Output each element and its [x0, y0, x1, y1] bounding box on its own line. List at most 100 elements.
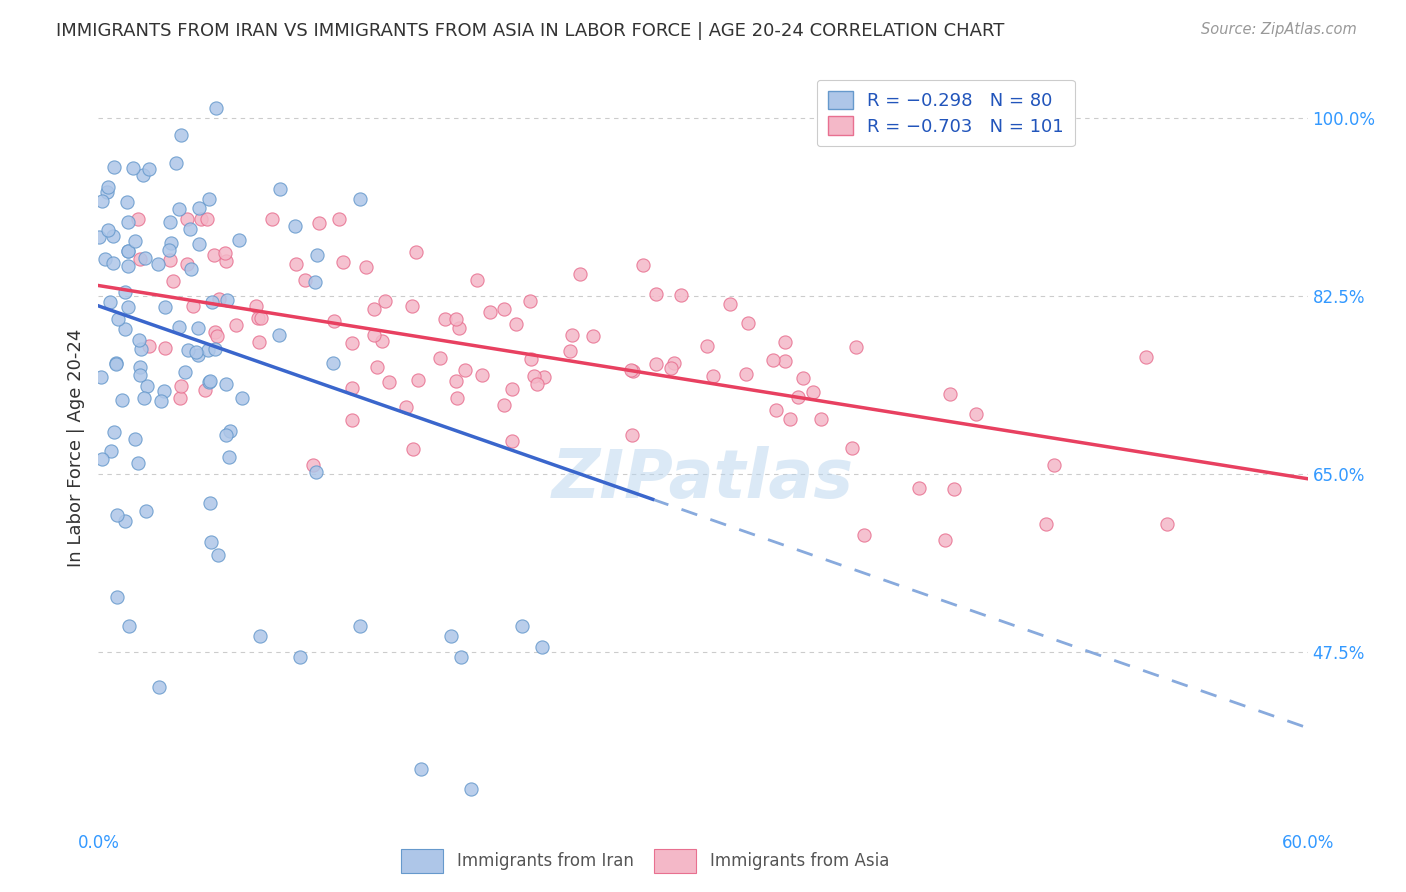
Point	[107, 311, 129, 326]
Point	[114, 285, 136, 300]
Point	[138, 161, 160, 176]
Point	[492, 398, 515, 412]
Point	[205, 101, 228, 115]
Point	[167, 319, 190, 334]
Point	[446, 374, 468, 388]
Point	[117, 215, 139, 229]
Point	[132, 392, 155, 406]
Point	[159, 253, 181, 268]
Point	[356, 260, 378, 274]
Point	[187, 347, 209, 361]
Point	[501, 383, 523, 397]
Point	[294, 273, 316, 287]
Point	[267, 327, 290, 342]
Point	[247, 334, 270, 349]
Point	[249, 629, 271, 643]
Point	[138, 339, 160, 353]
Point	[105, 590, 128, 604]
Point	[561, 327, 583, 342]
Point	[434, 311, 457, 326]
Point	[449, 321, 471, 335]
Point	[128, 252, 150, 266]
Point	[582, 329, 605, 343]
Point	[127, 212, 149, 227]
Point	[93, 252, 115, 267]
Point	[148, 680, 170, 694]
Point	[645, 286, 668, 301]
Point	[366, 359, 388, 374]
Point	[530, 640, 553, 654]
Point	[118, 619, 141, 633]
Point	[645, 357, 668, 371]
Point	[965, 408, 987, 422]
Point	[440, 629, 463, 643]
Point	[215, 254, 238, 268]
Point	[190, 212, 212, 227]
Point	[328, 212, 350, 227]
Point	[197, 375, 219, 389]
Point	[340, 335, 363, 350]
Point	[349, 192, 371, 206]
Point	[115, 194, 138, 209]
Text: IMMIGRANTS FROM IRAN VS IMMIGRANTS FROM ASIA IN LABOR FORCE | AGE 20-24 CORRELAT: IMMIGRANTS FROM IRAN VS IMMIGRANTS FROM …	[56, 22, 1005, 40]
Point	[523, 369, 546, 384]
Point	[853, 527, 876, 541]
Point	[446, 392, 468, 406]
Point	[176, 257, 198, 271]
Point	[128, 360, 150, 375]
Point	[90, 370, 112, 384]
Point	[97, 179, 120, 194]
Point	[159, 215, 181, 229]
Point	[501, 434, 523, 448]
Point	[153, 384, 176, 398]
Point	[128, 368, 150, 383]
Point	[454, 362, 477, 376]
Point	[201, 294, 224, 309]
Point	[406, 374, 429, 388]
Point	[100, 443, 122, 458]
Point	[127, 456, 149, 470]
Point	[179, 222, 201, 236]
Point	[249, 311, 271, 326]
Point	[135, 379, 157, 393]
Point	[305, 466, 328, 480]
Point	[288, 649, 311, 664]
Point	[215, 377, 238, 392]
Point	[801, 384, 824, 399]
Point	[340, 413, 363, 427]
Point	[395, 401, 418, 415]
Point	[131, 342, 153, 356]
Point	[174, 365, 197, 379]
Point	[198, 192, 221, 206]
Point	[307, 248, 329, 262]
Point	[569, 267, 592, 281]
Point	[98, 294, 121, 309]
Point	[128, 333, 150, 347]
Point	[340, 381, 363, 395]
Point	[165, 156, 187, 170]
Point	[225, 318, 247, 332]
Point	[204, 342, 226, 356]
Point	[146, 257, 169, 271]
Point	[471, 368, 494, 382]
Point	[779, 412, 801, 426]
Point	[560, 343, 582, 358]
Point	[197, 343, 219, 358]
Point	[188, 236, 211, 251]
Point	[526, 377, 548, 392]
Point	[718, 296, 741, 310]
Point	[194, 384, 217, 398]
Point	[200, 535, 222, 549]
Point	[308, 216, 330, 230]
Point	[450, 649, 472, 664]
Point	[101, 229, 124, 244]
Point	[184, 345, 207, 359]
Point	[117, 259, 139, 273]
Point	[620, 428, 643, 442]
Point	[195, 212, 218, 227]
Point	[181, 299, 204, 313]
Point	[792, 371, 814, 385]
Point	[492, 301, 515, 316]
Point	[934, 533, 956, 547]
Point	[215, 428, 238, 442]
